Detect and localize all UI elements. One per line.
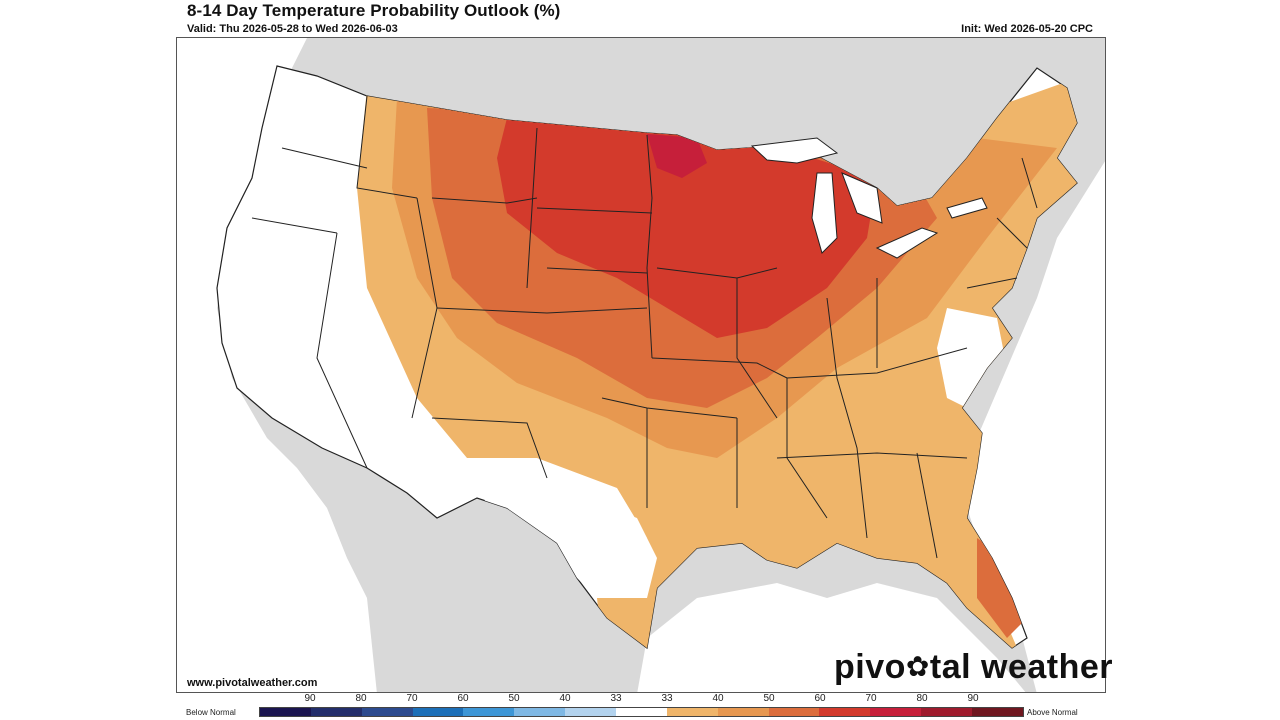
lake-ontario (946, 197, 988, 219)
legend-swatch (616, 708, 667, 716)
shade-florida-50 (977, 538, 1027, 638)
legend-below-label: Below Normal (186, 708, 236, 717)
outlook-map (176, 37, 1106, 693)
legend-swatch (972, 708, 1023, 716)
legend-tick-label: 80 (916, 693, 928, 704)
state-borders (251, 95, 1038, 559)
pacific-ocean (177, 38, 377, 692)
lake-erie (875, 227, 939, 259)
legend-swatch (819, 708, 871, 716)
legend-swatch (717, 708, 769, 716)
legend-swatch (565, 708, 617, 716)
legend-swatch (463, 708, 515, 716)
legend-swatch (768, 708, 820, 716)
legend-swatch (921, 708, 973, 716)
legend-tick-label: 90 (967, 693, 979, 704)
shade-70-80 (647, 134, 707, 178)
normal-texas (477, 478, 657, 598)
legend: 90 80 70 60 50 40 33 33 40 50 60 70 80 90 Below Norma… (176, 693, 1106, 720)
legend-tick-label: 40 (559, 693, 571, 704)
legend-tick-label: 33 (661, 693, 673, 704)
probability-shading (357, 78, 1077, 648)
shade-60-70 (497, 118, 877, 338)
legend-swatch (260, 708, 311, 716)
legend-swatch (310, 708, 362, 716)
legend-swatch (666, 708, 718, 716)
legend-tick-label: 40 (712, 693, 724, 704)
legend-ticks: 90 80 70 60 50 40 33 33 40 50 60 70 80 90 (259, 693, 1024, 705)
gulf-of-mexico (637, 583, 1026, 692)
legend-tick-label: 50 (508, 693, 520, 704)
legend-tick-label: 60 (457, 693, 469, 704)
map-title: 8-14 Day Temperature Probability Outlook… (187, 1, 561, 20)
legend-tick-label: 50 (763, 693, 775, 704)
legend-swatch (514, 708, 566, 716)
legend-tick-label: 33 (610, 693, 622, 704)
site-url[interactable]: www.pivotalweather.com (187, 677, 318, 689)
legend-swatch (870, 708, 922, 716)
lake-superior (750, 137, 839, 164)
legend-tick-label: 60 (814, 693, 826, 704)
gear-icon: ✿ (905, 651, 930, 682)
legend-tick-label: 80 (355, 693, 367, 704)
pivotal-weather-logo: pivo✿tal weather (834, 648, 1113, 687)
legend-color-bar (259, 707, 1024, 717)
init-time: Init: Wed 2026-05-20 CPC (961, 23, 1093, 35)
legend-swatch (361, 708, 413, 716)
legend-above-label: Above Normal (1027, 708, 1078, 717)
valid-period: Valid: Thu 2026-05-28 to Wed 2026-06-03 (187, 23, 398, 35)
legend-tick-label: 90 (304, 693, 316, 704)
brand-text-start: pivo (834, 648, 906, 686)
atlantic-ocean (967, 161, 1105, 692)
lake-michigan (811, 172, 838, 254)
legend-tick-label: 70 (865, 693, 877, 704)
map-canvas (177, 38, 1105, 692)
legend-swatch (412, 708, 464, 716)
legend-tick-label: 70 (406, 693, 418, 704)
lake-huron (841, 172, 883, 224)
brand-text-end: tal weather (929, 648, 1113, 686)
